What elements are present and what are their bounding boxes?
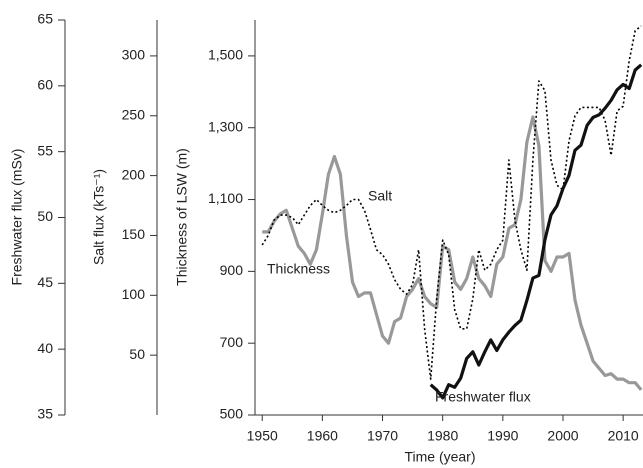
y-tick-label: 700 bbox=[220, 334, 244, 350]
x-tick-label: 1990 bbox=[487, 428, 518, 444]
y-tick-label: 50 bbox=[129, 346, 145, 362]
y-tick-label: 1,300 bbox=[208, 118, 243, 134]
y-tick-label: 500 bbox=[220, 406, 244, 422]
y-tick-label: 1,100 bbox=[208, 190, 243, 206]
y-tick-label: 150 bbox=[122, 226, 146, 242]
x-tick-label: 1960 bbox=[307, 428, 338, 444]
series-label: Freshwater flux bbox=[435, 389, 531, 405]
x-tick-label: 1970 bbox=[367, 428, 398, 444]
y-axis-label: Freshwater flux (mSv) bbox=[9, 149, 25, 286]
x-tick-label: 1950 bbox=[247, 428, 278, 444]
y-tick-label: 65 bbox=[37, 11, 53, 27]
y-tick-label: 55 bbox=[37, 142, 53, 158]
series-line bbox=[429, 63, 643, 400]
y-tick-label: 45 bbox=[37, 274, 53, 290]
x-tick-label: 1980 bbox=[427, 428, 458, 444]
y-tick-label: 250 bbox=[122, 106, 146, 122]
y-tick-label: 200 bbox=[122, 166, 146, 182]
y-tick-label: 50 bbox=[37, 208, 53, 224]
series-label: Thickness bbox=[267, 261, 330, 277]
series-line bbox=[261, 25, 642, 380]
y-tick-label: 100 bbox=[122, 286, 146, 302]
x-tick-label: 2000 bbox=[547, 428, 578, 444]
y-tick-label: 1,500 bbox=[208, 47, 243, 63]
y-tick-label: 40 bbox=[37, 340, 53, 356]
y-tick-label: 300 bbox=[122, 47, 146, 63]
y-axis-label: Salt flux (kTs⁻¹) bbox=[91, 169, 107, 265]
y-tick-label: 900 bbox=[220, 262, 244, 278]
y-tick-label: 35 bbox=[37, 406, 53, 422]
x-axis-label: Time (year) bbox=[404, 449, 475, 465]
y-tick-label: 60 bbox=[37, 77, 53, 93]
x-tick-label: 2010 bbox=[608, 428, 639, 444]
series-line bbox=[262, 115, 643, 391]
series-label: Salt bbox=[368, 188, 392, 204]
y-axis-label: Thickness of LSW (m) bbox=[174, 148, 190, 286]
